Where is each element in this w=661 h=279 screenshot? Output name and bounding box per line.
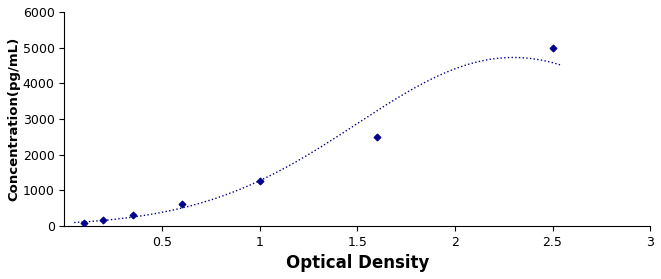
X-axis label: Optical Density: Optical Density [286, 254, 429, 272]
Y-axis label: Concentration(pg/mL): Concentration(pg/mL) [7, 37, 20, 201]
